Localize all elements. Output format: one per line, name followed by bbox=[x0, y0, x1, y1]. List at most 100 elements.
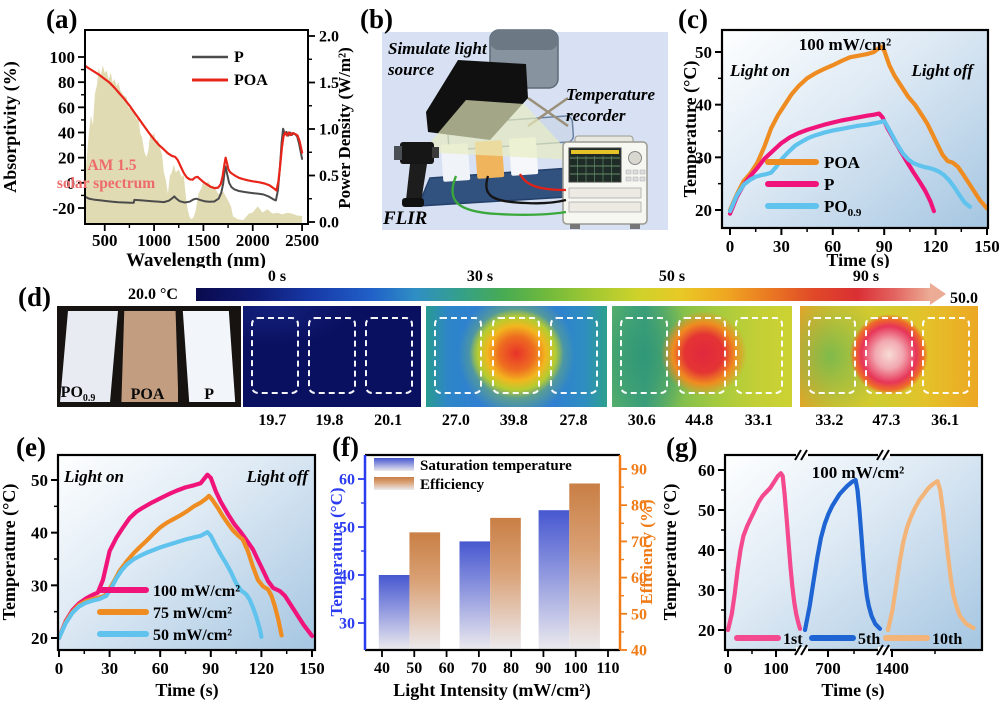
efficiency-bar bbox=[490, 517, 521, 650]
svg-text:P: P bbox=[234, 49, 244, 66]
svg-text:0: 0 bbox=[55, 659, 64, 678]
axis-break-icon bbox=[796, 452, 808, 458]
svg-text:1.5: 1.5 bbox=[319, 75, 339, 92]
svg-text:40: 40 bbox=[695, 96, 712, 115]
svg-text:Efficiency: Efficiency bbox=[420, 477, 485, 493]
absorptivity-chart: 500 1000 1500 2000 2500 -20 0 20 40 60 80 100 0.0 0.5… bbox=[0, 29, 354, 269]
sample-outline bbox=[620, 317, 669, 394]
colorbar-min-label: 20.0 °C bbox=[128, 286, 178, 303]
thermal-value: 36.1 bbox=[931, 412, 960, 429]
svg-text:30: 30 bbox=[773, 237, 790, 256]
svg-text:Light off: Light off bbox=[910, 61, 975, 80]
sample-outline bbox=[735, 317, 784, 394]
svg-text:Time (s): Time (s) bbox=[155, 680, 218, 701]
svg-text:Light Intensity (mW/cm²): Light Intensity (mW/cm²) bbox=[393, 680, 590, 701]
sample-outline bbox=[864, 317, 913, 394]
svg-text:40: 40 bbox=[339, 568, 355, 585]
thermal-value: 20.1 bbox=[374, 412, 403, 429]
svg-text:90: 90 bbox=[631, 462, 647, 479]
svg-text:30: 30 bbox=[339, 616, 355, 633]
time-label: 0 s bbox=[267, 268, 287, 285]
colorbar-arrow-icon bbox=[930, 283, 946, 305]
svg-text:1st: 1st bbox=[783, 631, 803, 648]
svg-text:150: 150 bbox=[299, 659, 325, 678]
svg-text:0: 0 bbox=[726, 237, 735, 256]
svg-text:30: 30 bbox=[31, 576, 48, 595]
panel-c-label: (c) bbox=[678, 4, 708, 34]
svg-text:AM 1.5: AM 1.5 bbox=[87, 157, 136, 174]
thermal-value: 33.2 bbox=[815, 412, 844, 429]
svg-text:120: 120 bbox=[923, 237, 949, 256]
thermal-value: 33.1 bbox=[744, 412, 773, 429]
cycling-stability-chart: 0 100 700 1400 20 30 40 50 60 100 mW/cm² Time (s) T… bbox=[660, 449, 984, 701]
thermal-frame-90s bbox=[800, 306, 978, 407]
efficiency-bar bbox=[569, 483, 600, 650]
panel-d: (d) 20.0 °C 50.0 °C 0 s30 s50 s90 s PO0.… bbox=[0, 268, 999, 435]
svg-text:100: 100 bbox=[763, 659, 789, 678]
svg-text:0.0: 0.0 bbox=[319, 215, 339, 232]
svg-text:20: 20 bbox=[58, 149, 75, 168]
photo-sample-label: PO0.9 bbox=[60, 383, 96, 404]
svg-text:700: 700 bbox=[815, 659, 841, 678]
svg-text:50: 50 bbox=[695, 43, 712, 62]
svg-text:50 mW/cm²: 50 mW/cm² bbox=[153, 627, 232, 644]
panel-a: 500 1000 1500 2000 2500 -20 0 20 40 60 80 100 0.0 0.5… bbox=[0, 0, 358, 269]
svg-text:60: 60 bbox=[339, 472, 355, 489]
svg-text:150: 150 bbox=[974, 237, 999, 256]
sample-outline bbox=[434, 317, 483, 394]
photo-sample-label: POA bbox=[130, 386, 165, 403]
svg-text:60: 60 bbox=[439, 660, 455, 677]
time-label: 90 s bbox=[852, 268, 880, 285]
svg-text:0: 0 bbox=[67, 174, 76, 193]
svg-text:75 mW/cm²: 75 mW/cm² bbox=[153, 605, 232, 622]
svg-text:2.0: 2.0 bbox=[319, 29, 339, 46]
svg-text:60: 60 bbox=[58, 98, 75, 117]
thermal-frame-0s bbox=[243, 306, 421, 407]
svg-text:10th: 10th bbox=[932, 631, 962, 648]
sample-photo: PO0.9 POA P bbox=[57, 306, 241, 407]
sample-outline bbox=[251, 317, 299, 394]
svg-text:30: 30 bbox=[101, 659, 118, 678]
saturation-efficiency-bar-chart: 40 50 60 70 80 90 100 110 30 40 50 60 40 50 60 70 80 90 Li… bbox=[330, 453, 656, 701]
svg-text:POA: POA bbox=[234, 72, 268, 89]
svg-text:Wavelength (nm): Wavelength (nm) bbox=[126, 250, 266, 268]
sample-outline bbox=[677, 317, 726, 394]
svg-text:FLIR: FLIR bbox=[382, 208, 427, 229]
svg-text:2500: 2500 bbox=[285, 231, 319, 250]
svg-text:20: 20 bbox=[698, 621, 715, 640]
svg-text:30: 30 bbox=[695, 148, 712, 167]
sample-outline bbox=[492, 317, 541, 394]
svg-text:1.0: 1.0 bbox=[319, 122, 339, 139]
svg-text:POA: POA bbox=[824, 153, 861, 172]
svg-text:50: 50 bbox=[339, 520, 355, 537]
svg-text:-20: -20 bbox=[52, 199, 75, 218]
temperature-bar bbox=[459, 541, 491, 650]
time-label: 50 s bbox=[658, 268, 686, 285]
thermal-frame-50s bbox=[612, 306, 792, 407]
sample-outline bbox=[307, 317, 356, 394]
svg-text:Light on: Light on bbox=[729, 61, 790, 80]
svg-text:60: 60 bbox=[152, 659, 169, 678]
svg-text:50: 50 bbox=[406, 660, 422, 677]
solar-spectrum-area bbox=[85, 65, 303, 223]
thermal-frame-30s bbox=[426, 306, 607, 407]
svg-text:60: 60 bbox=[824, 237, 841, 256]
photo-sample-label: P bbox=[204, 386, 214, 403]
wire-black bbox=[485, 175, 567, 205]
svg-text:Temperature (°C): Temperature (°C) bbox=[0, 484, 20, 621]
svg-text:50: 50 bbox=[698, 501, 715, 520]
svg-text:40: 40 bbox=[31, 524, 48, 543]
wire-red bbox=[518, 173, 567, 192]
panel-g: 0 100 700 1400 20 30 40 50 60 100 mW/cm² Time (s) T… bbox=[660, 430, 999, 703]
thermal-value: 47.3 bbox=[872, 412, 901, 429]
intensity-curves-chart: 0 30 60 90 120 150 20 30 40 50 Light on Light off Ti… bbox=[0, 453, 325, 701]
svg-text:0: 0 bbox=[724, 659, 733, 678]
svg-text:90: 90 bbox=[876, 237, 893, 256]
svg-text:40: 40 bbox=[631, 643, 647, 660]
svg-text:2000: 2000 bbox=[236, 231, 270, 250]
axis-break-icon bbox=[878, 452, 890, 458]
thermal-value: 27.8 bbox=[559, 412, 588, 429]
svg-text:Light on: Light on bbox=[63, 467, 124, 486]
svg-text:90: 90 bbox=[535, 660, 551, 677]
